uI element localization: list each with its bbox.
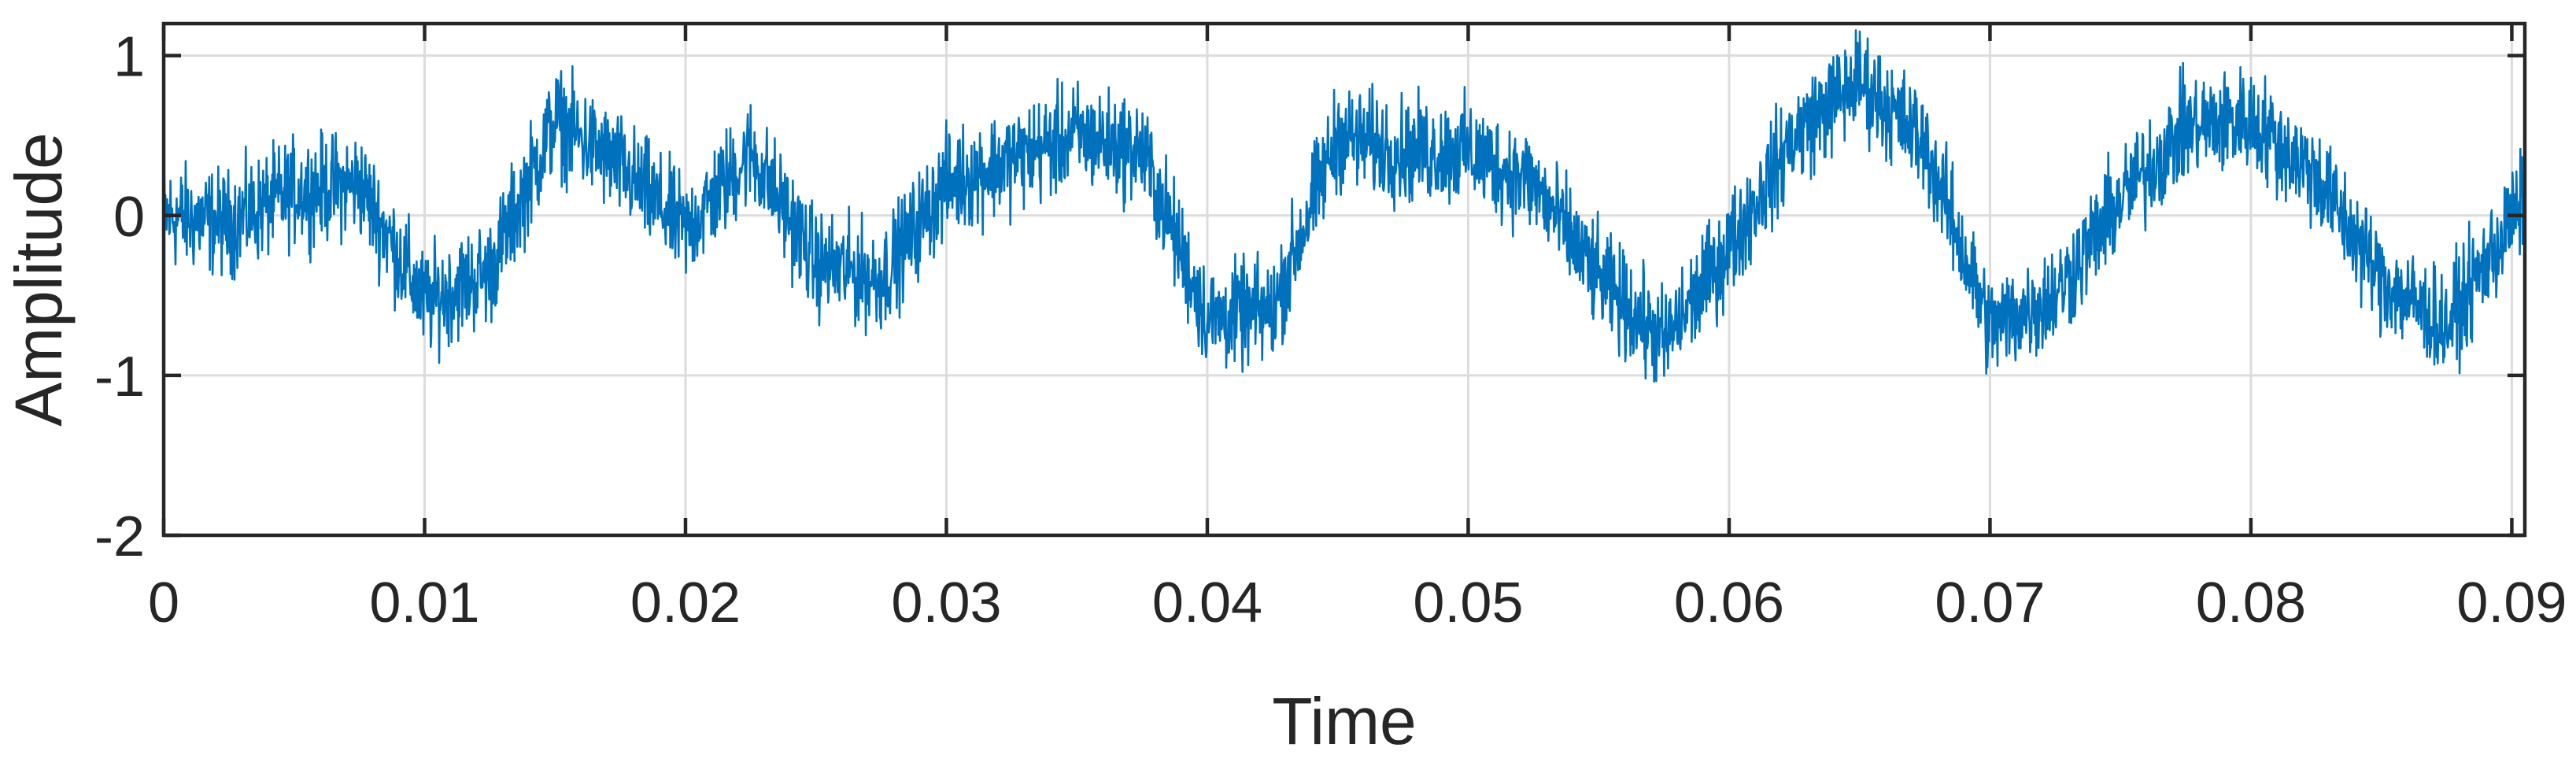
y-axis-label: Amplitude bbox=[2, 132, 76, 427]
y-tick-label: 0 bbox=[113, 186, 145, 249]
x-tick-label: 0.01 bbox=[369, 572, 479, 634]
x-tick-labels: 0 0.01 0.02 0.03 0.04 0.05 0.06 0.07 0.08 0.09 bbox=[148, 572, 2567, 634]
x-axis-label: Time bbox=[1272, 684, 1417, 758]
x-tick-label: 0 bbox=[148, 572, 179, 634]
y-tick-label: 1 bbox=[113, 26, 145, 89]
y-tick-label: -1 bbox=[94, 346, 145, 409]
x-tick-label: 0.07 bbox=[1935, 572, 2045, 634]
series-layer bbox=[162, 29, 2526, 383]
y-tick-labels: -2 -1 0 1 bbox=[94, 26, 145, 568]
x-tick-label: 0.05 bbox=[1413, 572, 1523, 634]
x-tick-label: 0.02 bbox=[630, 572, 741, 634]
x-tick-label: 0.08 bbox=[2196, 572, 2306, 634]
x-tick-label: 0.09 bbox=[2456, 572, 2567, 634]
x-tick-label: 0.03 bbox=[891, 572, 1001, 634]
grid-lines bbox=[162, 24, 2525, 537]
plot-area-border bbox=[161, 21, 2527, 538]
tick-marks bbox=[161, 24, 2525, 538]
x-tick-label: 0.04 bbox=[1152, 572, 1262, 634]
y-tick-label: -2 bbox=[94, 505, 145, 568]
x-tick-label: 0.06 bbox=[1674, 572, 1784, 634]
signal-series-line bbox=[162, 29, 2526, 383]
